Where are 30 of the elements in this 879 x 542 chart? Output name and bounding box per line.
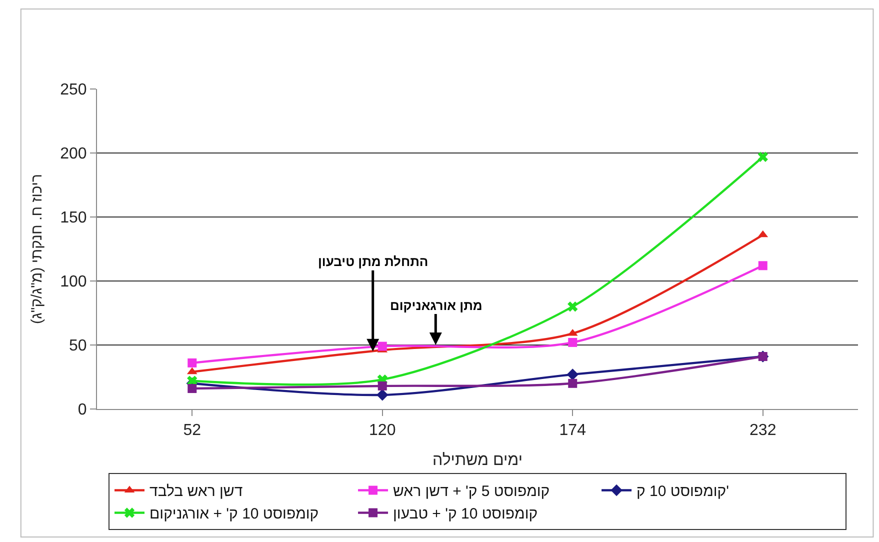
legend-label: דשן ראש בלבד bbox=[150, 483, 243, 500]
legend-label: קומפוסט 10 ק' + אורגניקום bbox=[150, 506, 319, 523]
point bbox=[188, 358, 197, 368]
y-tick-label: 150 bbox=[60, 210, 87, 227]
x-tick-label: 120 bbox=[369, 422, 396, 440]
x-tick-label: 174 bbox=[559, 422, 586, 440]
x-tick-label: 232 bbox=[750, 422, 776, 440]
point bbox=[568, 378, 578, 388]
y-tick-label: 0 bbox=[78, 402, 87, 419]
point bbox=[378, 381, 387, 390]
point bbox=[188, 384, 197, 394]
point bbox=[568, 338, 578, 347]
y-tick-label: 50 bbox=[69, 338, 87, 355]
x-axis-title: ימים משתילה bbox=[432, 450, 522, 469]
annotation: מתן אורגאניקום bbox=[390, 298, 482, 313]
legend-label: קומפוסט 10 ק' + טבעון bbox=[393, 506, 538, 523]
y-tick-label: 200 bbox=[60, 146, 87, 163]
legend-label: קומפוסט 5 ק' + דשן ראש bbox=[393, 483, 550, 500]
point bbox=[376, 389, 388, 401]
y-tick-label: 100 bbox=[60, 274, 87, 291]
annotation: התחלת מתן טיבעון bbox=[318, 254, 428, 269]
y-tick-label: 250 bbox=[60, 82, 87, 99]
point bbox=[758, 261, 768, 270]
legend-label: קומפוסט 10 ק' bbox=[636, 483, 730, 500]
point bbox=[568, 302, 578, 312]
point bbox=[566, 368, 578, 380]
x-tick-label: 52 bbox=[183, 422, 202, 440]
y-axis-title: ריכוז ח. חנקתי (מ"ג/ק"ג) bbox=[28, 174, 46, 324]
point bbox=[758, 152, 768, 162]
point bbox=[378, 342, 387, 351]
